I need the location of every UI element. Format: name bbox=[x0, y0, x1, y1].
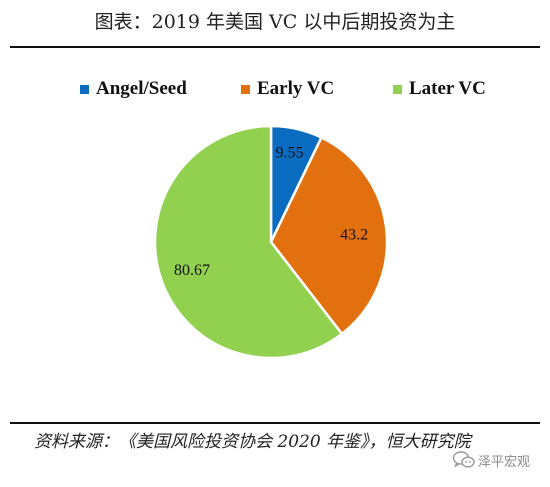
slice-labels: 9.55 43.2 80.67 bbox=[174, 145, 368, 279]
legend-swatch-later-vc bbox=[393, 85, 402, 94]
pie-slices bbox=[153, 124, 389, 360]
legend-label-later-vc: Later VC bbox=[409, 78, 486, 99]
legend-swatch-angel-seed bbox=[80, 85, 89, 94]
watermark-text: 泽平宏观 bbox=[478, 455, 531, 470]
pie-chart: Angel/Seed Early VC Later VC 9.55 43.2 80.67 bbox=[80, 78, 486, 360]
legend-item-early-vc: Early VC bbox=[241, 78, 334, 99]
legend-swatch-early-vc bbox=[241, 85, 250, 94]
chart-title: 图表：2019 年美国 VC 以中后期投资为主 bbox=[94, 11, 456, 33]
legend-item-angel-seed: Angel/Seed bbox=[80, 78, 187, 99]
top-rule bbox=[10, 46, 540, 48]
legend-label-early-vc: Early VC bbox=[257, 78, 334, 99]
legend: Angel/Seed Early VC Later VC bbox=[80, 78, 486, 99]
bottom-rule bbox=[10, 422, 540, 424]
source-note: 资料来源：《美国风险投资协会 2020 年鉴》，恒大研究院 bbox=[34, 432, 471, 452]
legend-label-angel-seed: Angel/Seed bbox=[96, 78, 187, 99]
watermark: 泽平宏观 bbox=[452, 449, 548, 473]
data-label-later-vc: 80.67 bbox=[174, 262, 210, 279]
data-label-early-vc: 43.2 bbox=[340, 226, 368, 243]
legend-item-later-vc: Later VC bbox=[393, 78, 486, 99]
pie-slice-later-vc bbox=[153, 124, 344, 360]
pie-slice-early-vc bbox=[269, 136, 389, 336]
chat-bubbles-icon bbox=[452, 451, 475, 468]
data-label-angel-seed: 9.55 bbox=[276, 145, 304, 162]
